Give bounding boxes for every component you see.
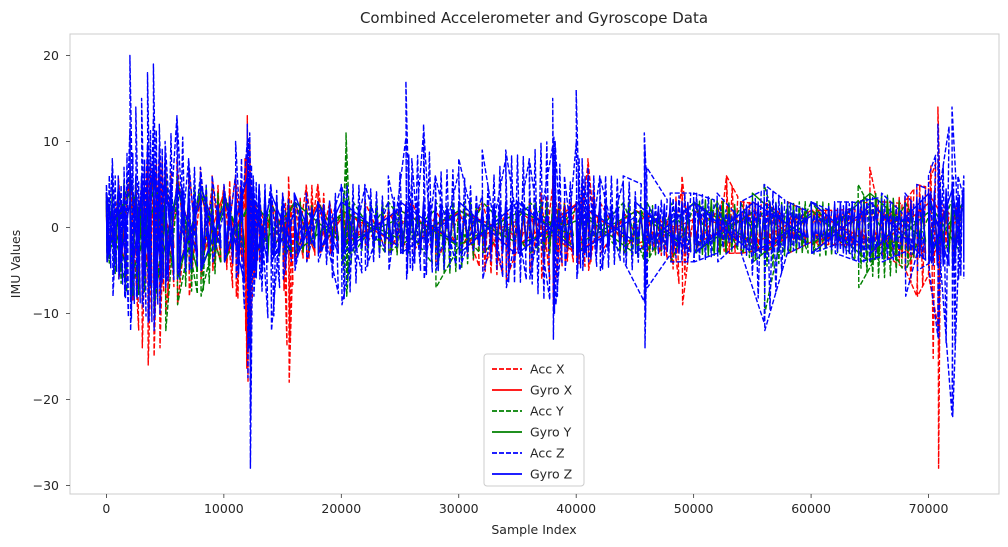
x-tick-label: 40000: [556, 501, 596, 516]
x-axis-label: Sample Index: [491, 522, 576, 537]
y-tick-label: 20: [43, 48, 59, 63]
legend-item-gyro-x: Gyro X: [492, 383, 573, 398]
legend-label: Gyro X: [530, 383, 573, 398]
x-tick-labels: 0 10000 20000 30000 40000 50000 60000 70000: [102, 494, 948, 516]
legend-label: Gyro Z: [530, 467, 572, 482]
series-gyro-z: [105, 158, 965, 297]
series-layer: [105, 54, 965, 469]
series-line: [105, 54, 965, 469]
legend-label: Acc X: [530, 362, 565, 377]
x-tick-label: 10000: [204, 501, 244, 516]
y-tick-label: −10: [33, 306, 59, 321]
legend: Acc X Gyro X Acc Y Gyro Y Acc Z Gyro Z: [483, 353, 585, 487]
x-tick-label: 70000: [909, 501, 949, 516]
y-tick-label: 10: [43, 134, 59, 149]
legend-label: Acc Y: [530, 404, 564, 419]
series-acc-z: [105, 54, 965, 469]
y-axis-label: IMU Values: [8, 230, 23, 298]
chart-title: Combined Accelerometer and Gyroscope Dat…: [360, 9, 708, 27]
series-line: [105, 158, 965, 297]
x-tick-label: 0: [102, 501, 110, 516]
legend-label: Acc Z: [530, 446, 565, 461]
y-tick-label: 0: [51, 220, 59, 235]
y-tick-labels: 20 10 0 −10 −20 −30: [33, 48, 70, 493]
legend-item-acc-x: Acc X: [492, 362, 565, 377]
legend-item-acc-z: Acc Z: [492, 446, 565, 461]
y-tick-label: −30: [33, 478, 59, 493]
x-tick-label: 60000: [791, 501, 831, 516]
x-tick-label: 50000: [674, 501, 714, 516]
legend-item-gyro-z: Gyro Z: [492, 467, 572, 482]
legend-item-acc-y: Acc Y: [492, 404, 564, 419]
x-tick-label: 30000: [439, 501, 479, 516]
legend-label: Gyro Y: [530, 425, 572, 440]
y-tick-label: −20: [33, 392, 59, 407]
x-tick-label: 20000: [321, 501, 361, 516]
legend-item-gyro-y: Gyro Y: [492, 425, 572, 440]
